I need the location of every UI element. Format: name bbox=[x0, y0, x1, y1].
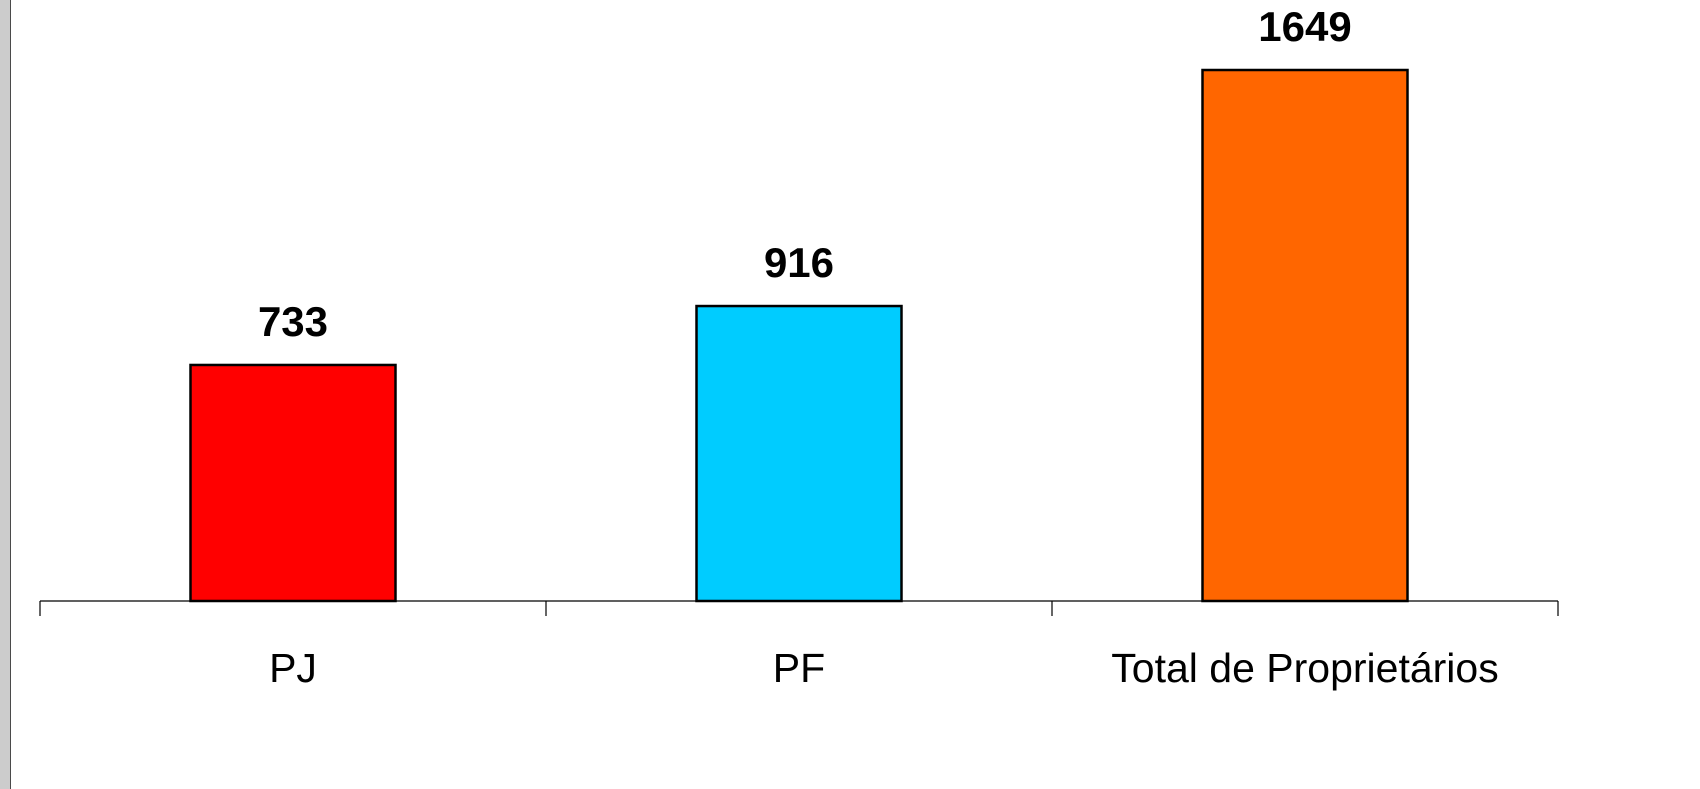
bars-group bbox=[189, 68, 1409, 603]
value-labels-group: 733 916 1649 bbox=[258, 3, 1352, 345]
category-label-pf: PF bbox=[773, 645, 825, 691]
left-border-strip bbox=[0, 0, 11, 789]
bar-pj bbox=[189, 363, 397, 603]
category-label-total-de-proprietarios: Total de Proprietários bbox=[1111, 645, 1498, 691]
data-label-pf: 916 bbox=[764, 239, 834, 286]
x-axis bbox=[39, 600, 1559, 616]
data-label-pj: 733 bbox=[258, 298, 328, 345]
bar-pf bbox=[695, 304, 903, 603]
category-label-pj: PJ bbox=[269, 645, 317, 691]
bar-total-de-proprietarios bbox=[1201, 68, 1409, 603]
data-label-total-de-proprietarios: 1649 bbox=[1258, 3, 1351, 50]
category-labels-group: PJ PF Total de Proprietários bbox=[269, 645, 1499, 691]
